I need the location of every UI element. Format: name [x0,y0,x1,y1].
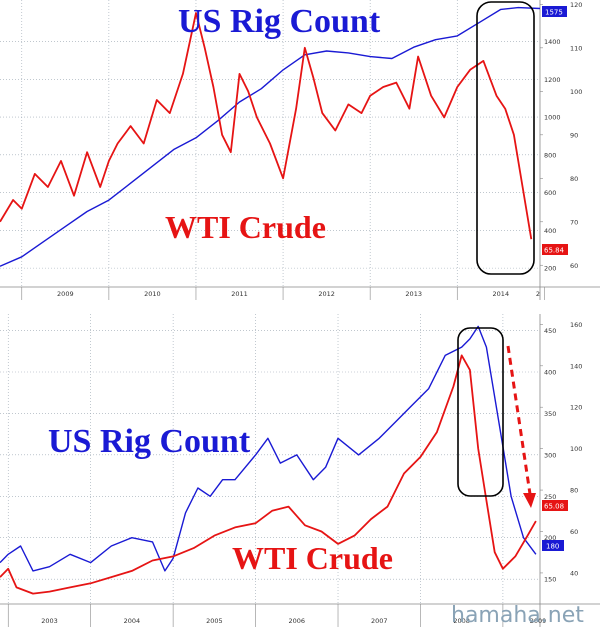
rig-axis-tick-label: 150 [544,576,556,584]
top-crude-last-badge: 65.84 [542,244,568,255]
top-rig-last-badge: 1575 [542,6,567,17]
top-wti-crude-label: WTI Crude [165,209,326,245]
rig-axis-tick-label: 200 [544,534,556,542]
crude-axis-tick-label: 60 [570,528,578,536]
x-axis-tick-label: 2009 [57,290,74,298]
rig-axis-tick-label: 350 [544,410,556,418]
rig-axis-tick-label: 1000 [544,114,561,122]
bottom-crude-badge-value: 65.08 [544,503,564,511]
crude-axis-tick-label: 100 [570,88,582,96]
decline-arrow [506,345,536,508]
top-rig-badge-bg [542,6,567,17]
rig-axis-tick-label: 300 [544,451,556,459]
top-x-ticks: 2009 2010 2011 2012 2013 2014 2 [21,287,545,300]
rig-axis-tick-label: 450 [544,327,556,335]
top-rig-count-label: US Rig Count [178,3,381,40]
x-axis-tick-label: 2007 [371,617,388,625]
x-axis-tick-label: 2010 [144,290,161,298]
x-axis-tick-label: 2011 [231,290,248,298]
bottom-rig-last-badge: 180 [542,540,564,551]
rig-axis-tick-label: 1200 [544,76,561,84]
top-highlight-box [476,1,535,275]
watermark: hamaha.net [451,603,584,627]
x-axis-tick-label: 2013 [405,290,422,298]
crude-axis-tick-label: 80 [570,175,578,183]
rig-axis-tick-label: 250 [544,493,556,501]
crude-axis-tick-label: 110 [570,44,582,52]
wti-crude-line [0,354,537,595]
rig-axis-tick-label: 200 [544,265,556,273]
chart-separator [0,300,600,314]
rig-axis-tick-label: 400 [544,227,556,235]
crude-axis-tick-label: 140 [570,362,582,370]
rig-count-line [0,6,541,267]
crude-axis-tick-label: 60 [570,262,578,270]
crude-axis-tick-label: 160 [570,321,582,329]
x-axis-tick-label: 2012 [318,290,335,298]
crude-axis-tick-label: 120 [570,1,582,9]
crude-axis-tick-label: 70 [570,218,578,226]
rig-axis-tick-label: 1400 [544,38,561,46]
crude-axis-tick-label: 90 [570,131,578,139]
rig-axis-tick-label: 800 [544,151,556,159]
top-right-ticks: 200 400 600 800 1000 1200 1400 60 70 80 90 100 110 12… [540,1,582,273]
decline-arrow-head [523,493,536,508]
bottom-plot-area [0,314,540,604]
rig-axis-tick-label: 400 [544,369,556,377]
bottom-rig-count-label: US Rig Count [48,423,251,460]
top-crude-badge-bg [542,244,568,255]
rig-axis-tick-label: 600 [544,189,556,197]
x-axis-tick-label: 2008 [453,617,470,625]
x-axis-tick-label: 2 [536,290,540,298]
bottom-rig-badge-bg [542,540,564,551]
bottom-rig-badge-value: 180 [546,543,559,551]
crude-axis-tick-label: 100 [570,445,582,453]
top-chart: 2009 2010 2011 2012 2013 2014 2 200 400 600 800 10… [0,0,600,300]
x-axis-tick-label: 2009 [530,617,547,625]
bottom-chart: 2003 2004 2005 2006 2007 2008 2009 150 200 250 30… [0,314,600,627]
top-rig-badge-value: 1575 [545,9,563,17]
crude-axis-tick-label: 80 [570,487,578,495]
bottom-crude-last-badge: 65.08 [542,500,568,511]
x-axis-tick-label: 2003 [41,617,58,625]
crude-axis-tick-label: 40 [570,569,578,577]
bottom-highlight-box [457,327,504,497]
top-grid [0,0,540,287]
x-axis-tick-label: 2014 [493,290,510,298]
wti-crude-line [0,12,533,240]
bottom-right-ticks: 150 200 250 300 350 400 450 40 60 80 100 120 140 160 [540,321,582,584]
bottom-series [0,325,537,595]
crude-axis-tick-label: 120 [570,404,582,412]
x-axis-tick-label: 2006 [289,617,306,625]
x-axis-tick-label: 2004 [124,617,141,625]
bottom-wti-crude-label: WTI Crude [232,540,393,576]
bottom-x-ticks: 2003 2004 2005 2006 2007 2008 2009 [7,604,547,627]
top-series [0,6,541,267]
decline-arrow-line [506,345,532,495]
top-crude-badge-value: 65.84 [544,247,565,255]
bottom-crude-badge-bg [542,500,568,511]
x-axis-tick-label: 2005 [206,617,223,625]
bottom-grid [0,314,540,604]
rig-count-line [0,325,537,572]
